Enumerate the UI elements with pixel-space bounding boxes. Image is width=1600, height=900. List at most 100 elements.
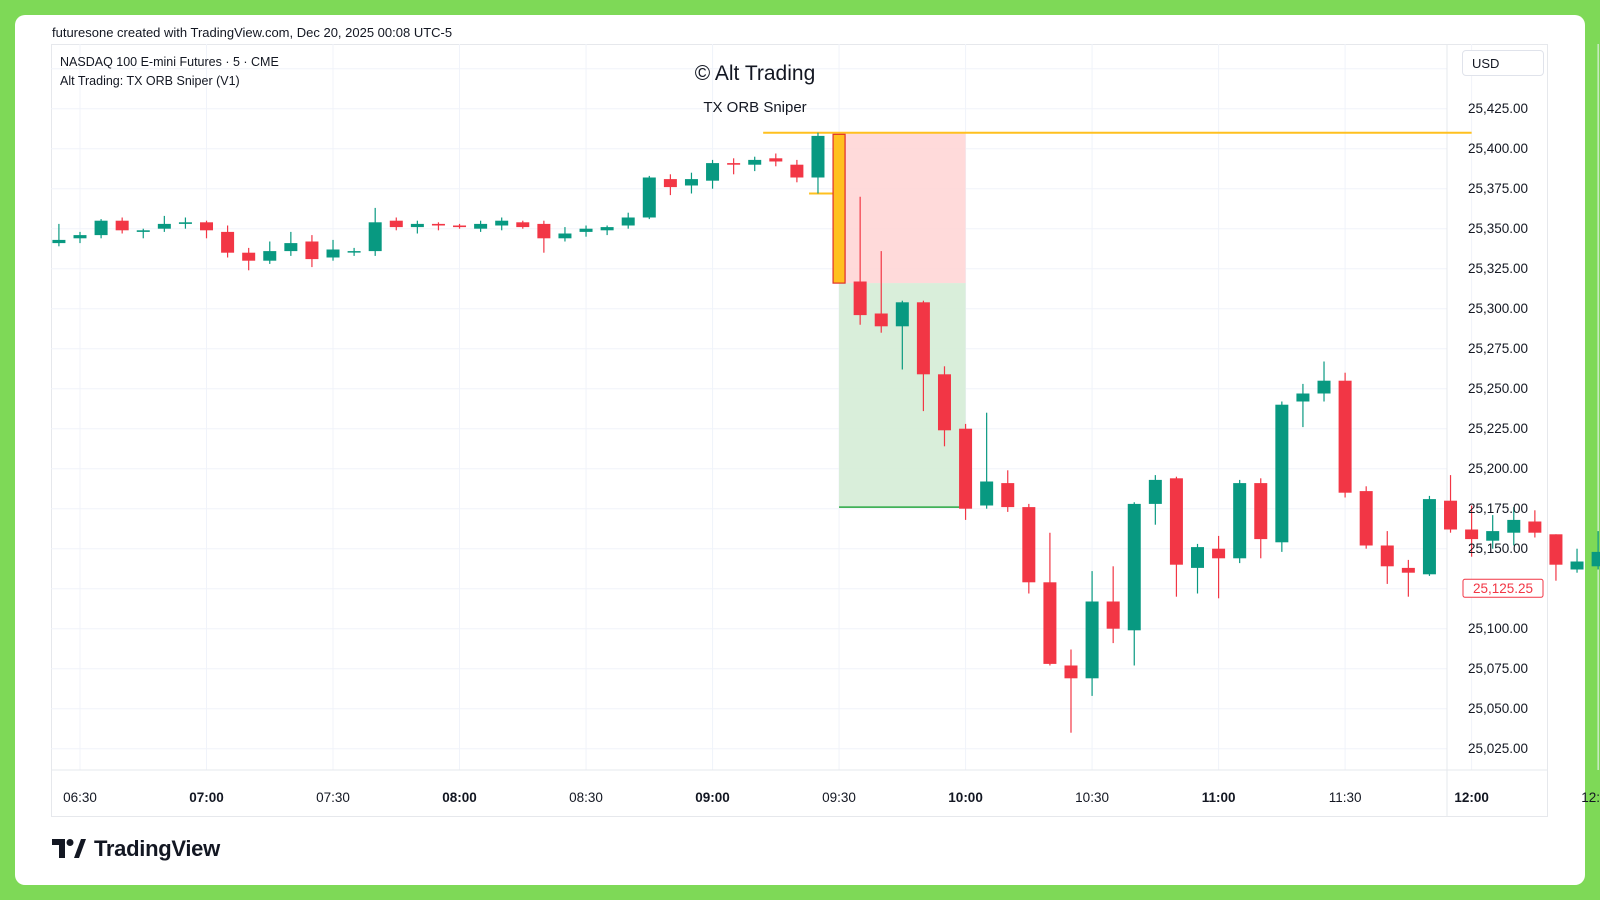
candle-body[interactable] [769,158,783,162]
candle-body[interactable] [474,223,488,229]
candle-body[interactable] [1169,478,1183,565]
orb-candle[interactable] [832,133,846,284]
tradingview-logo-icon [52,839,86,858]
candle-body[interactable] [706,163,720,181]
currency-button[interactable]: USD [1462,50,1544,76]
candle-body[interactable] [1444,500,1458,530]
symbol-legend[interactable]: NASDAQ 100 E-mini Futures · 5 · CME [60,55,279,69]
candle-body[interactable] [1380,545,1394,567]
price-tick-label: 25,350.00 [1468,221,1528,236]
time-tick-label: 08:00 [442,790,477,805]
last-price-label: 25,125.25 [1473,581,1533,596]
candle-body[interactable] [1085,601,1099,679]
candle-body[interactable] [748,159,762,165]
last-price-tag[interactable] [1462,578,1544,598]
candle-body[interactable] [684,179,698,186]
candle-body[interactable] [1022,507,1036,583]
candle-body[interactable] [1254,483,1268,540]
candle-body[interactable] [221,231,235,253]
candle-body[interactable] [1486,531,1500,541]
time-tick-label: 07:30 [316,790,350,805]
candle-body[interactable] [790,164,804,178]
price-tick-label: 25,275.00 [1468,341,1528,356]
candle-body[interactable] [1212,548,1226,559]
candle-body[interactable] [1127,503,1141,631]
candle-body[interactable] [853,281,867,316]
candle-body[interactable] [431,223,445,226]
candle-body[interactable] [1591,551,1600,567]
candle-body[interactable] [284,243,298,252]
candle-body[interactable] [516,222,530,228]
indicator-legend[interactable]: Alt Trading: TX ORB Sniper (V1) [60,74,240,88]
candle-body[interactable] [1191,547,1205,568]
candle-body[interactable] [389,220,403,228]
time-tick-label: 11:00 [1202,790,1236,805]
time-tick-label: 08:30 [569,790,603,805]
candle-body[interactable] [115,220,129,231]
candle-body[interactable] [178,222,192,224]
candle-body[interactable] [136,230,150,232]
candle-body[interactable] [1507,519,1521,533]
candle-body[interactable] [600,227,614,231]
candle-body[interactable] [1106,601,1120,629]
candle-body[interactable] [1549,534,1563,565]
candle-body[interactable] [1338,380,1352,493]
candle-body[interactable] [200,222,214,231]
candle-body[interactable] [1528,521,1542,533]
candle-body[interactable] [895,302,909,327]
candle-body[interactable] [52,239,66,244]
candle-body[interactable] [495,220,509,226]
time-tick-label: 12:30 [1581,790,1600,805]
time-tick-label: 10:00 [948,790,983,805]
candle-body[interactable] [1275,404,1289,543]
time-tick-label: 09:00 [695,790,730,805]
candle-body[interactable] [326,249,340,258]
candle-body[interactable] [1422,499,1436,575]
time-tick-label: 12:00 [1454,790,1489,805]
candle-body[interactable] [368,222,382,252]
candle-body[interactable] [1064,665,1078,679]
candle-body[interactable] [453,225,467,228]
candle-body[interactable] [959,428,973,509]
candle-body[interactable] [980,481,994,506]
time-tick-label: 11:30 [1329,790,1362,805]
candle-body[interactable] [916,302,930,375]
candle-body[interactable] [1359,491,1373,546]
watermark-title: © Alt Trading [694,62,816,85]
candle-body[interactable] [663,179,677,188]
candle-body[interactable] [347,251,361,253]
candle-body[interactable] [537,223,551,239]
candle-body[interactable] [73,235,87,239]
candle-body[interactable] [305,241,319,260]
price-tick-label: 25,425.00 [1468,101,1528,116]
candle-body[interactable] [1465,529,1479,540]
price-tick-label: 25,400.00 [1468,141,1528,156]
candle-body[interactable] [1296,393,1310,402]
candle-body[interactable] [811,135,825,178]
price-tick-label: 25,225.00 [1468,421,1528,436]
candle-body[interactable] [1043,582,1057,664]
candle-body[interactable] [94,220,108,236]
candle-body[interactable] [1401,567,1415,573]
candle-body[interactable] [263,251,277,261]
tradingview-logo[interactable]: TradingView [52,836,220,862]
candle-body[interactable] [242,252,256,261]
candle-body[interactable] [579,228,593,232]
price-tick-label: 25,375.00 [1468,181,1528,196]
candle-body[interactable] [874,313,888,327]
candle-body[interactable] [410,223,424,228]
candle-body[interactable] [1570,561,1584,570]
candle-body[interactable] [1233,483,1247,559]
candle-body[interactable] [727,163,741,165]
candle-body[interactable] [1001,483,1015,508]
candle-body[interactable] [1317,380,1331,394]
price-tick-label: 25,175.00 [1468,501,1528,516]
candle-body[interactable] [1148,479,1162,504]
candle-body[interactable] [642,177,656,218]
candle-body[interactable] [621,217,635,226]
candle-body[interactable] [558,233,572,239]
price-tick-label: 25,075.00 [1468,661,1528,676]
candle-body[interactable] [937,374,951,431]
candle-body[interactable] [157,223,171,229]
